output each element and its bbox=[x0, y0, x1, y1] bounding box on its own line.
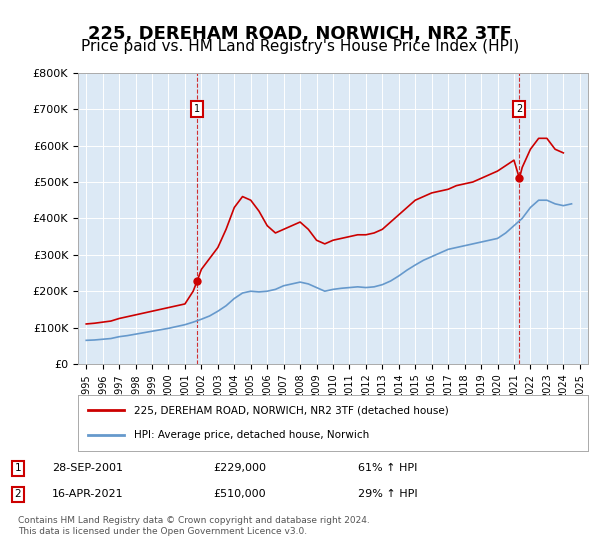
Text: 225, DEREHAM ROAD, NORWICH, NR2 3TF (detached house): 225, DEREHAM ROAD, NORWICH, NR2 3TF (det… bbox=[134, 405, 449, 416]
Text: Price paid vs. HM Land Registry's House Price Index (HPI): Price paid vs. HM Land Registry's House … bbox=[81, 39, 519, 54]
Text: HPI: Average price, detached house, Norwich: HPI: Average price, detached house, Norw… bbox=[134, 430, 370, 440]
Text: £229,000: £229,000 bbox=[214, 463, 266, 473]
Text: 28-SEP-2001: 28-SEP-2001 bbox=[52, 463, 124, 473]
Text: 1: 1 bbox=[194, 104, 200, 114]
Text: 225, DEREHAM ROAD, NORWICH, NR2 3TF: 225, DEREHAM ROAD, NORWICH, NR2 3TF bbox=[88, 25, 512, 43]
Text: This data is licensed under the Open Government Licence v3.0.: This data is licensed under the Open Gov… bbox=[18, 527, 307, 536]
Text: 61% ↑ HPI: 61% ↑ HPI bbox=[358, 463, 417, 473]
Text: 16-APR-2021: 16-APR-2021 bbox=[52, 489, 124, 499]
Text: Contains HM Land Registry data © Crown copyright and database right 2024.: Contains HM Land Registry data © Crown c… bbox=[18, 516, 370, 525]
Text: £510,000: £510,000 bbox=[214, 489, 266, 499]
Text: 2: 2 bbox=[516, 104, 523, 114]
Text: 1: 1 bbox=[14, 463, 21, 473]
Text: 2: 2 bbox=[14, 489, 21, 499]
Text: 29% ↑ HPI: 29% ↑ HPI bbox=[358, 489, 417, 499]
